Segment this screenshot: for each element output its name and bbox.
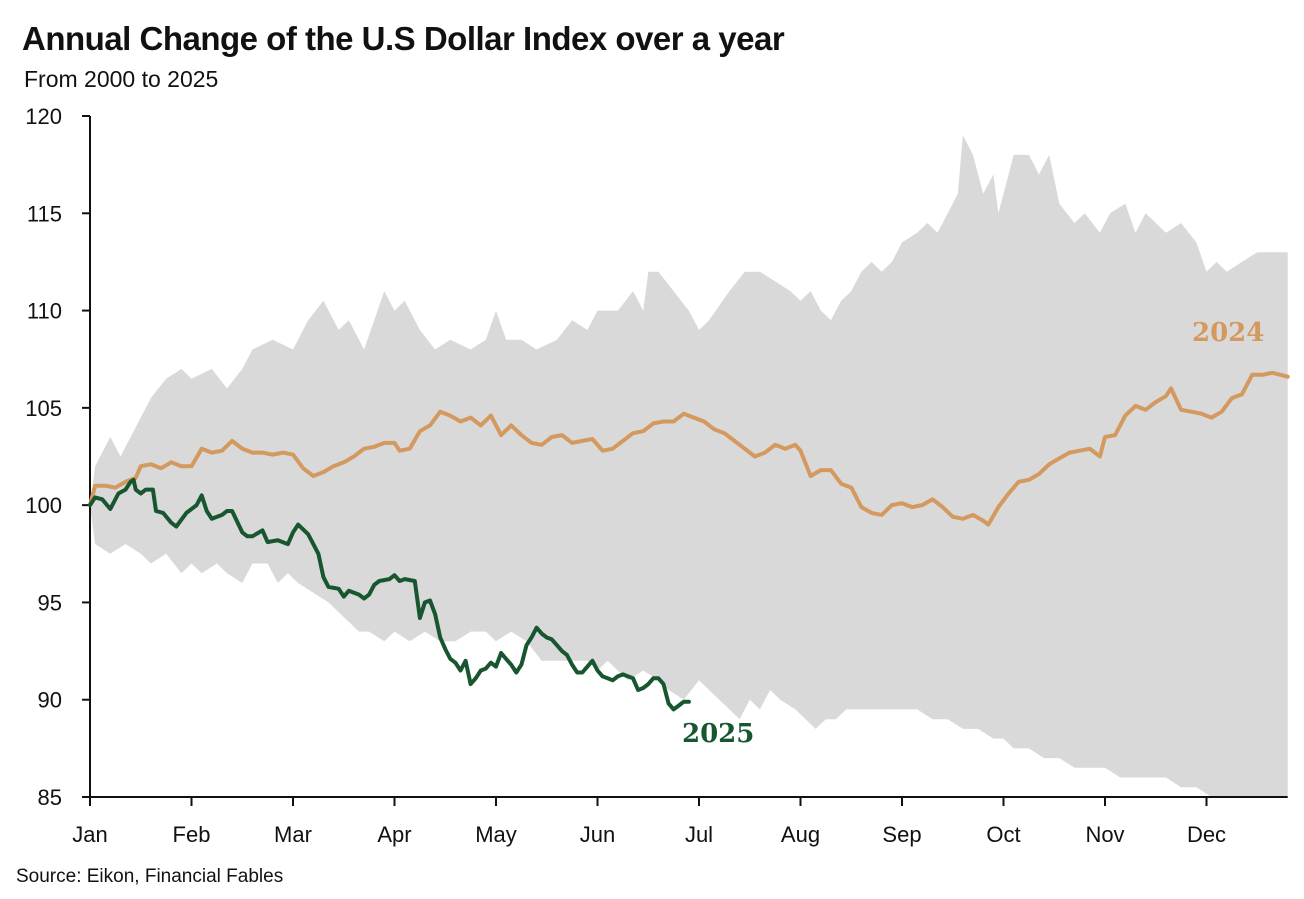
chart-subtitle: From 2000 to 2025 [24,66,219,92]
x-tick-label-feb: Feb [173,822,211,847]
x-tick-label-jul: Jul [685,822,713,847]
line-2025 [88,477,691,712]
y-tick-label: 85 [38,785,62,810]
y-tick-label: 90 [38,688,62,713]
range-band [90,135,1288,797]
x-tick-label-nov: Nov [1085,822,1124,847]
x-tick-label-jan: Jan [72,822,107,847]
x-ticks: Jan Feb Mar Apr May Jun Jul Aug Sep Oct Nov Dec [72,797,1226,847]
y-tick-label: 110 [27,299,62,324]
series-label-2025: 2025 [682,719,754,749]
x-tick-label-mar: Mar [274,822,312,847]
x-tick-label-oct: Oct [986,822,1020,847]
y-tick-label: 120 [25,104,62,129]
x-tick-label-sep: Sep [882,822,921,847]
series-label-2024: 2024 [1192,318,1264,348]
chart-title: Annual Change of the U.S Dollar Index ov… [22,20,785,57]
y-tick-label: 115 [27,201,62,226]
x-tick-label-aug: Aug [781,822,820,847]
x-tick-label-dec: Dec [1187,822,1226,847]
x-tick-label-jun: Jun [580,822,615,847]
x-tick-label-may: May [475,822,517,847]
y-tick-label: 105 [25,396,62,421]
x-tick-label-apr: Apr [377,822,411,847]
source-note: Source: Eikon, Financial Fables [16,866,284,887]
line-2024 [88,370,1290,527]
y-ticks: 85 90 95 100 105 110 115 120 [25,104,90,810]
y-tick-label: 95 [38,590,62,615]
y-tick-label: 100 [25,493,62,518]
